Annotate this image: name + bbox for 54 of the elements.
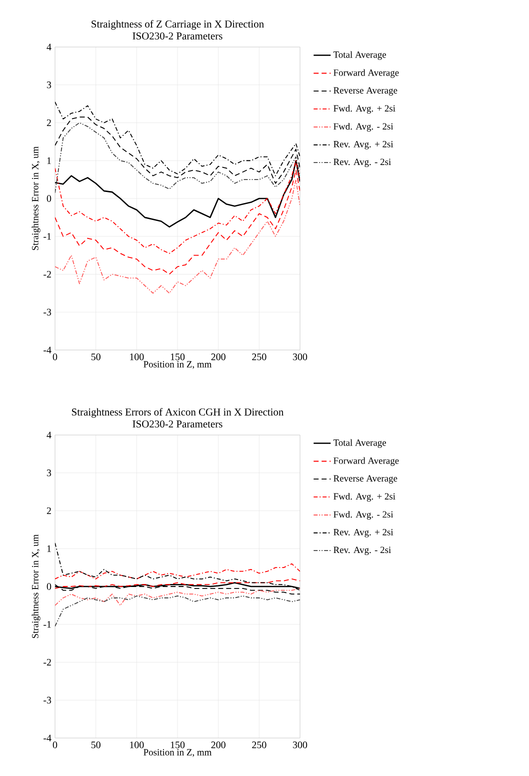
y-tick-label: 2 bbox=[46, 507, 51, 514]
legend-label: Reverse Average bbox=[334, 475, 398, 484]
x-tick-label: 100 bbox=[130, 354, 144, 360]
x-tick-label: 150 bbox=[170, 354, 185, 360]
x-tick-label: 150 bbox=[170, 742, 185, 748]
legend-label: Total Average bbox=[333, 439, 386, 448]
legend-label: Total Average bbox=[333, 51, 386, 60]
chart-title: Straightness Errors of Axicon CGH in X Direction bbox=[72, 408, 284, 418]
chart-subtitle: ISO230-2 Parameters bbox=[132, 32, 222, 40]
y-tick-label: -4 bbox=[44, 734, 52, 742]
x-tick-label: 200 bbox=[211, 742, 226, 748]
x-tick-label: 200 bbox=[211, 354, 226, 360]
legend-label: Fwd. Avg. + 2si bbox=[334, 492, 396, 502]
y-tick-label: -2 bbox=[44, 270, 51, 278]
x-axis-title: Position in Z, mm bbox=[144, 361, 212, 369]
x-tick-label: 0 bbox=[52, 742, 58, 748]
y-tick-label: -3 bbox=[44, 308, 52, 316]
y-tick-label: 0 bbox=[46, 583, 52, 590]
legend-label: Rev. Avg. + 2si bbox=[334, 140, 394, 150]
x-tick-label: 300 bbox=[293, 354, 308, 360]
y-axis-title: Straightness Error in X, um bbox=[32, 534, 40, 638]
y-tick-label: 1 bbox=[47, 545, 51, 552]
y-tick-label: 0 bbox=[46, 195, 52, 202]
legend-label: Forward Average bbox=[334, 69, 399, 78]
y-tick-label: -1 bbox=[44, 621, 51, 628]
x-axis-title: Position in Z, mm bbox=[144, 749, 212, 757]
legend-label: Rev. Avg. + 2si bbox=[334, 528, 394, 538]
y-axis-title: Straightness Error in X, um bbox=[32, 146, 40, 250]
y-tick-label: 3 bbox=[46, 470, 52, 476]
y-tick-label: 3 bbox=[46, 82, 52, 88]
y-tick-label: -3 bbox=[44, 696, 52, 704]
legend-label: Fwd. Avg. - 2si bbox=[334, 122, 394, 132]
x-tick-label: 0 bbox=[52, 354, 58, 360]
x-tick-label: 300 bbox=[293, 742, 308, 748]
x-tick-label: 250 bbox=[252, 742, 266, 748]
chart-title: Straightness of Z Carriage in X Direction bbox=[92, 20, 264, 30]
legend-label: Reverse Average bbox=[334, 87, 398, 96]
y-tick-label: 1 bbox=[47, 157, 51, 164]
x-tick-label: 250 bbox=[252, 354, 266, 360]
y-tick-label: -2 bbox=[44, 658, 51, 666]
x-tick-label: 100 bbox=[130, 742, 144, 748]
legend-label: Rev. Avg. - 2si bbox=[334, 546, 391, 556]
legend-label: Fwd. Avg. - 2si bbox=[334, 510, 394, 520]
legend-label: Fwd. Avg. + 2si bbox=[334, 104, 396, 114]
y-tick-label: -4 bbox=[44, 346, 52, 354]
legend-label: Rev. Avg. - 2si bbox=[334, 158, 391, 168]
y-tick-label: 4 bbox=[46, 432, 52, 438]
legend-label: Forward Average bbox=[334, 457, 399, 466]
y-tick-label: 2 bbox=[46, 119, 51, 126]
y-tick-label: 4 bbox=[46, 44, 52, 50]
y-tick-label: -1 bbox=[44, 233, 51, 240]
x-tick-label: 50 bbox=[91, 742, 100, 748]
chart-subtitle: ISO230-2 Parameters bbox=[132, 420, 222, 428]
x-tick-label: 50 bbox=[91, 354, 100, 360]
